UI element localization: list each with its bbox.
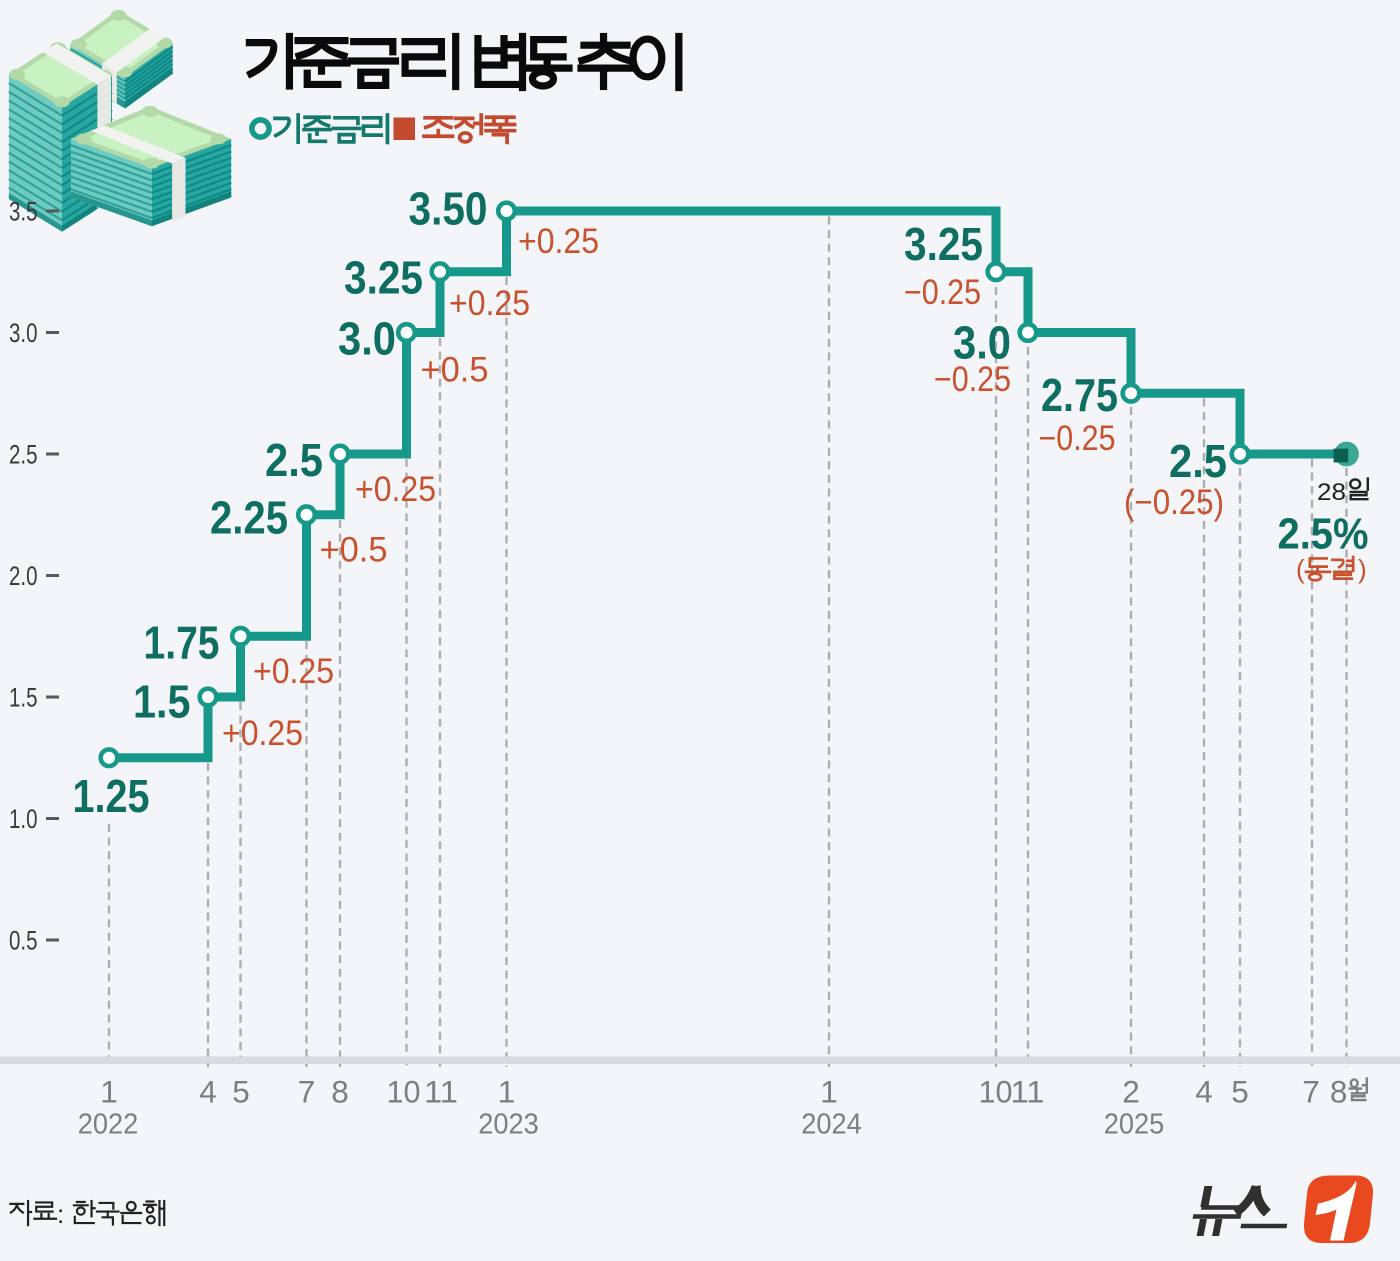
svg-text:1.5: 1.5 (133, 676, 191, 728)
svg-text:2022: 2022 (78, 1109, 139, 1141)
svg-text:+0.5: +0.5 (320, 531, 388, 570)
svg-text:3.50: 3.50 (409, 183, 488, 235)
svg-text:−0.25: −0.25 (904, 273, 981, 312)
svg-text:3.0: 3.0 (338, 313, 396, 365)
svg-text:10: 10 (387, 1074, 421, 1110)
svg-text:8: 8 (1330, 1074, 1348, 1110)
svg-text:2023: 2023 (478, 1109, 539, 1141)
svg-text:2024: 2024 (801, 1109, 862, 1141)
svg-text:4: 4 (199, 1074, 217, 1110)
svg-text:3.25: 3.25 (904, 218, 983, 270)
svg-text:1.0: 1.0 (9, 804, 38, 834)
svg-text:2.5: 2.5 (265, 434, 323, 486)
svg-text:2.0: 2.0 (9, 561, 38, 591)
svg-text:(: ( (1296, 554, 1305, 584)
svg-text:+0.25: +0.25 (518, 222, 599, 261)
svg-text:3.5: 3.5 (9, 197, 38, 227)
svg-text:+0.25: +0.25 (253, 652, 334, 691)
svg-text:5: 5 (232, 1074, 250, 1110)
svg-text:+0.25: +0.25 (449, 284, 530, 323)
svg-text:−0.25: −0.25 (1039, 419, 1116, 458)
svg-text:1.75: 1.75 (144, 617, 220, 669)
svg-text:0.5: 0.5 (9, 926, 38, 956)
svg-text:(−0.25): (−0.25) (1124, 483, 1224, 522)
svg-text:2.5: 2.5 (1169, 435, 1227, 487)
svg-text:−0.25: −0.25 (934, 360, 1011, 399)
svg-text:1: 1 (820, 1074, 838, 1110)
svg-text:4: 4 (1195, 1074, 1213, 1110)
svg-text:2: 2 (1122, 1074, 1140, 1110)
svg-text:8: 8 (331, 1074, 349, 1110)
svg-text:5: 5 (1231, 1074, 1249, 1110)
svg-text:2.75: 2.75 (1041, 369, 1118, 421)
svg-text:1.25: 1.25 (73, 770, 150, 822)
svg-text:7: 7 (298, 1074, 316, 1110)
svg-text:1: 1 (498, 1074, 516, 1110)
svg-text:3.25: 3.25 (344, 252, 423, 304)
svg-text:+0.25: +0.25 (222, 714, 303, 753)
svg-text:+0.25: +0.25 (355, 470, 436, 509)
svg-text:2025: 2025 (1104, 1109, 1165, 1141)
svg-text:11: 11 (1011, 1074, 1045, 1110)
svg-text:2.25: 2.25 (210, 492, 288, 544)
svg-text:3.0: 3.0 (9, 318, 38, 348)
svg-text:1.5: 1.5 (9, 683, 38, 713)
svg-text:2.5: 2.5 (9, 440, 38, 470)
svg-text::: : (57, 1199, 64, 1229)
svg-text:11: 11 (424, 1074, 458, 1110)
svg-text:10: 10 (979, 1074, 1013, 1110)
svg-text:+0.5: +0.5 (421, 351, 489, 390)
svg-text:28: 28 (1317, 479, 1346, 506)
svg-text:1: 1 (100, 1074, 118, 1110)
svg-text:7: 7 (1302, 1074, 1320, 1110)
svg-text:): ) (1358, 554, 1367, 584)
svg-text:3.0: 3.0 (953, 317, 1011, 369)
svg-text:2.5%: 2.5% (1278, 510, 1369, 559)
